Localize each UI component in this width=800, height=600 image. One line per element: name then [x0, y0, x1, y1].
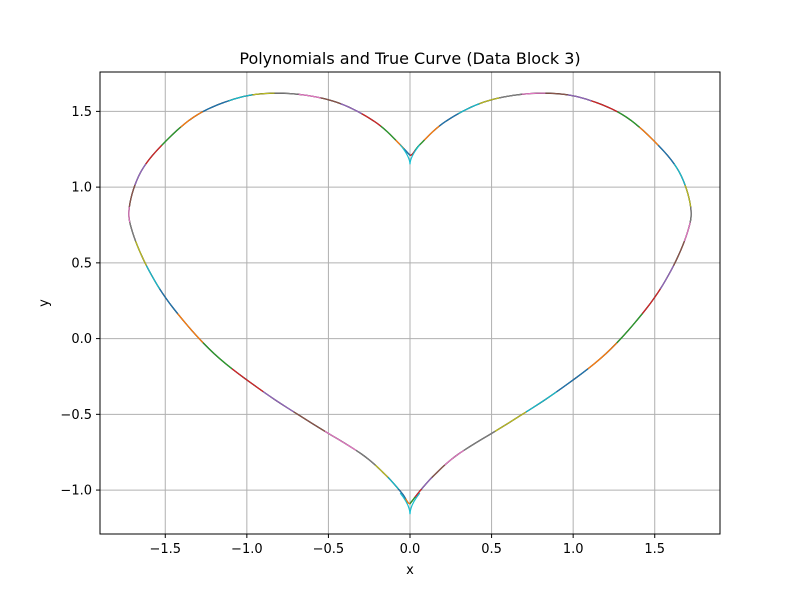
polynomial-segment	[403, 148, 411, 156]
polynomial-segment	[684, 184, 692, 207]
polynomial-segment	[387, 476, 399, 490]
polynomial-segment	[228, 94, 253, 102]
polynomial-segment	[320, 97, 341, 105]
polynomial-segment	[128, 206, 131, 223]
polynomial-segment	[479, 97, 500, 105]
y-tick-label: 1.5	[71, 105, 92, 120]
polynomial-segment	[145, 144, 163, 165]
polynomial-segment	[135, 240, 147, 266]
polynomial-segment	[689, 206, 692, 223]
tick-layer: −1.5 −1.0 −0.5 0.0 0.5 1.0 1.5 −1.0 −0.5 0.0 0.5 1.…	[60, 105, 665, 557]
polynomial-segment	[252, 92, 275, 96]
x-axis-label: x	[406, 563, 414, 578]
grid-layer	[100, 72, 720, 534]
polynomial-segment	[617, 111, 640, 128]
polynomial-segment	[545, 92, 568, 96]
polynomial-segment	[463, 430, 496, 451]
bottom-cusp-polynomial	[399, 492, 421, 515]
polynomial-segment	[444, 449, 465, 466]
polynomial-segment	[145, 265, 161, 290]
polynomial-segment	[657, 144, 675, 165]
polynomial-segment	[556, 368, 589, 393]
polynomial-segment	[499, 93, 522, 99]
polynomial-segment	[340, 103, 362, 115]
x-tick-label: 0.5	[481, 542, 502, 557]
polynomial-segment	[274, 92, 299, 95]
polynomial-segment	[262, 391, 295, 413]
polynomial-segment	[673, 240, 685, 266]
polynomial-segment	[159, 288, 179, 315]
x-tick-label: 1.5	[644, 542, 665, 557]
curve-layer	[128, 92, 692, 515]
polynomial-segment	[525, 391, 558, 413]
polynomial-segment	[494, 411, 527, 432]
polynomial-segment	[324, 430, 357, 451]
polynomial-segment	[683, 222, 691, 242]
polynomial-segment	[134, 163, 147, 186]
x-tick-label: 1.0	[563, 542, 584, 557]
polynomial-segment	[423, 125, 440, 141]
y-tick-label: −1.0	[60, 484, 92, 499]
polynomial-segment	[616, 313, 643, 344]
chart-title: Polynomials and True Curve (Data Block 3…	[239, 49, 580, 68]
polynomial-segment	[129, 222, 137, 242]
polynomial-segment	[458, 103, 480, 115]
y-tick-label: −0.5	[60, 408, 92, 423]
polynomial-segment	[180, 111, 203, 128]
polynomial-segment	[639, 126, 659, 146]
polynomial-segment	[404, 498, 411, 505]
polynomial-segment	[587, 342, 618, 370]
top-cusp-polynomial	[399, 144, 421, 165]
polynomial-segment	[161, 126, 181, 146]
x-tick-label: −1.5	[149, 542, 181, 557]
x-tick-label: −0.5	[313, 542, 345, 557]
y-tick-label: 0.0	[71, 332, 92, 347]
polynomial-segment	[438, 113, 459, 127]
polynomial-segment	[521, 92, 546, 95]
polynomial-segment	[298, 93, 321, 99]
polynomial-segment	[659, 265, 675, 290]
polynomial-segment	[355, 449, 376, 466]
polynomial-segment	[202, 100, 229, 113]
polynomial-segment	[293, 411, 326, 432]
y-axis-label: y	[37, 299, 52, 307]
polynomial-segment	[591, 100, 618, 113]
polynomial-segment	[177, 313, 204, 344]
polynomial-segment	[202, 342, 233, 370]
polynomial-segment	[641, 288, 661, 315]
y-tick-label: 1.0	[71, 181, 92, 196]
polynomial-segment	[421, 476, 433, 490]
polynomial-segment	[431, 464, 446, 478]
x-tick-label: −1.0	[231, 542, 263, 557]
x-tick-label: 0.0	[400, 542, 421, 557]
polynomial-segment	[414, 488, 422, 498]
polynomial-segment	[374, 464, 389, 478]
polynomial-segment	[231, 368, 264, 393]
polynomial-segment	[361, 113, 382, 127]
polynomial-segment	[380, 125, 397, 141]
y-tick-label: 0.5	[71, 256, 92, 271]
polynomial-segment	[398, 488, 407, 499]
polynomial-segment	[567, 94, 592, 102]
polynomial-segment	[409, 496, 416, 505]
polynomial-segment	[128, 184, 136, 207]
polynomial-segment	[673, 163, 686, 186]
